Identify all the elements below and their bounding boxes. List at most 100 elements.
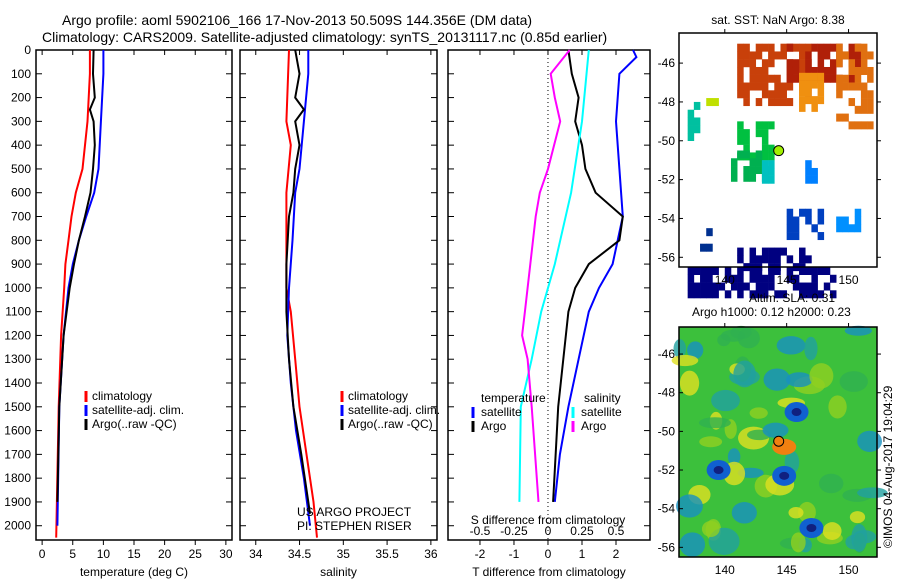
sst-cell [749,255,757,264]
sst-cell [755,121,763,130]
sst-cell [693,101,701,110]
s-tick-label: -0.5 [470,524,491,538]
sst-cell [805,80,812,89]
sla-blob [776,336,806,355]
sla-blob [849,511,866,524]
sst-cell [687,290,695,299]
sst-cell [687,274,695,283]
sst-cell [730,166,738,175]
x-tick-label: 36 [424,547,438,561]
sst-cell [854,105,862,114]
sla-blob [857,430,883,452]
sla-low-core [806,524,817,533]
sst-cell [768,74,775,83]
sst-cell [799,66,806,75]
sst-cell [854,66,862,75]
sst-cell [755,98,763,107]
map-x-tick-label: 140 [715,273,735,287]
sst-cell [786,274,794,283]
sst-cell [854,208,862,217]
sst-cell [761,82,769,91]
sst-cell [823,267,831,275]
credit-text: ©IMOS 04-Aug-2017 19:04:29 [881,385,895,548]
map-x-tick-label: 150 [839,563,859,577]
sst-cell [761,152,769,161]
sst-cell [786,208,794,217]
x-tick-label: 5 [69,547,76,561]
x-tick-label: 35 [337,547,351,561]
sst-cell [805,51,812,60]
map-y-tick-label: -50 [658,424,676,438]
sst-cell [799,96,806,105]
sst-cell [817,72,825,81]
sst-cell [799,72,806,81]
sst-cell [805,267,812,275]
y-tick-label: 200 [11,91,31,105]
sst-cell [799,282,806,291]
sst-cell [867,90,874,99]
sla-blob [839,371,868,392]
sst-cell [700,267,707,275]
argo-position-marker [773,145,785,157]
sst-cell [799,80,806,89]
sst-cell [817,96,825,105]
series-line-s-argo [521,49,571,502]
annotation-project: US ARGO PROJECT [297,505,412,519]
sst-cell [768,144,775,153]
sla-blob [828,395,847,419]
legend-label: satellite-adj. clim. [92,403,184,417]
sst-cell [799,59,806,68]
sla-blob [701,520,720,538]
sst-cell [749,166,757,175]
sst-cell [823,66,831,75]
sst-cell [737,247,744,256]
sst-cell [792,74,800,83]
sst-cell [805,72,812,81]
sst-cell [724,290,732,299]
sst-cell [755,150,763,159]
y-tick-label: 1600 [4,424,31,438]
sst-cell [786,267,794,275]
sst-cell [761,247,769,256]
x-tick-label: -2 [475,547,486,561]
map-y-tick-label: -54 [658,502,676,516]
sla-low-core [791,408,802,417]
sst-cell [829,59,837,68]
legend-label: satellite [481,405,522,419]
sst-cell [860,90,868,99]
sst-cell [706,274,713,283]
sst-cell [743,144,750,153]
sst-cell [842,113,849,122]
sst-cell [768,59,775,68]
sst-cell [737,66,744,75]
sst-cell [854,51,862,60]
sla-blob [676,494,703,518]
legend-label: Argo [481,419,507,433]
sst-cell [805,160,812,169]
legend-label: climatology [92,389,152,403]
y-tick-label: 1000 [4,281,31,295]
sst-cell [867,105,874,114]
sst-cell [854,82,862,91]
sst-cell [768,51,775,60]
sst-cell [774,74,781,83]
sst-cell [774,98,781,107]
sst-cell [768,247,775,256]
sla-blob [733,360,756,388]
map-y-tick-label: -46 [658,347,676,361]
sla-blob [822,522,842,540]
sst-cell [805,282,812,291]
map-y-tick-label: -56 [658,540,676,554]
sla-blob [763,368,791,391]
y-tick-label: 1900 [4,495,31,509]
sst-cell [867,74,874,83]
sst-cell [749,152,757,161]
sst-cell [693,267,701,275]
sst-cell [761,290,769,299]
sst-cell [700,282,707,291]
sla-blob [679,370,700,396]
sst-cell [867,98,874,107]
sst-cell [774,290,781,299]
sst-cell [687,117,695,126]
sla-blob [698,417,731,429]
